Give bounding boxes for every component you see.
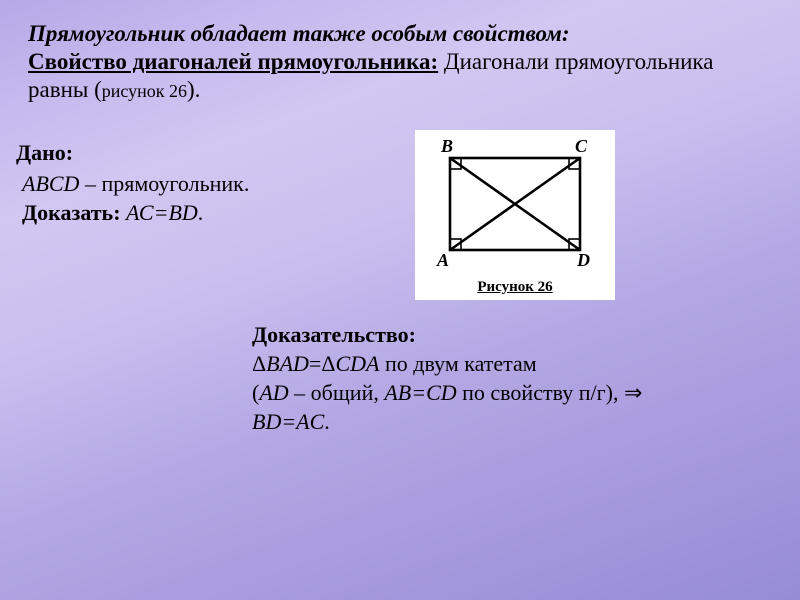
proof-result-dot: . xyxy=(324,409,330,434)
proof-l2b: – общий, xyxy=(289,380,385,405)
vertex-a: A xyxy=(437,250,449,271)
proof-block: Доказательство: ΔBAD=ΔCDA по двум катета… xyxy=(252,320,762,436)
vertex-b: B xyxy=(441,136,453,157)
prove-eq: АС=BD xyxy=(121,200,198,225)
figure-caption: Рисунок 26 xyxy=(415,279,615,296)
given-body: ABCD – прямоугольник. Доказать: АС=BD. xyxy=(22,170,252,227)
given-label: Дано: xyxy=(16,140,73,166)
given-object-after: – прямоугольник. xyxy=(79,171,249,196)
given-object: ABCD xyxy=(22,171,79,196)
intro-line1: Прямоугольник обладает также особым свой… xyxy=(28,21,570,46)
property-title: Свойство диагоналей прямоугольника: xyxy=(28,49,438,74)
tri-2-delta: Δ xyxy=(321,351,335,376)
proof-reason: по двум катетам xyxy=(380,351,537,376)
vertex-c: C xyxy=(575,136,587,157)
prove-dot: . xyxy=(198,200,204,225)
property-text-b: ). xyxy=(187,77,200,102)
figure-ref: рисунок 26 xyxy=(102,81,187,101)
tri-eq: = xyxy=(309,351,321,376)
vertex-d: D xyxy=(577,250,590,271)
tri-2: CDA xyxy=(336,351,380,376)
proof-l2c: по свойству п/г), xyxy=(457,380,624,405)
proof-label: Доказательство: xyxy=(252,322,416,347)
proof-abcd: AB=CD xyxy=(384,380,456,405)
figure-26: B C A D Рисунок 26 xyxy=(415,130,615,300)
proof-result: BD=AC xyxy=(252,409,324,434)
tri-1-delta: Δ xyxy=(252,351,266,376)
tri-1: BAD xyxy=(266,351,309,376)
implies: ⇒ xyxy=(624,380,642,405)
slide: Прямоугольник обладает также особым свой… xyxy=(0,0,800,600)
proof-ad: AD xyxy=(259,380,288,405)
intro-block: Прямоугольник обладает также особым свой… xyxy=(28,20,768,104)
prove-label: Доказать: xyxy=(22,200,121,225)
